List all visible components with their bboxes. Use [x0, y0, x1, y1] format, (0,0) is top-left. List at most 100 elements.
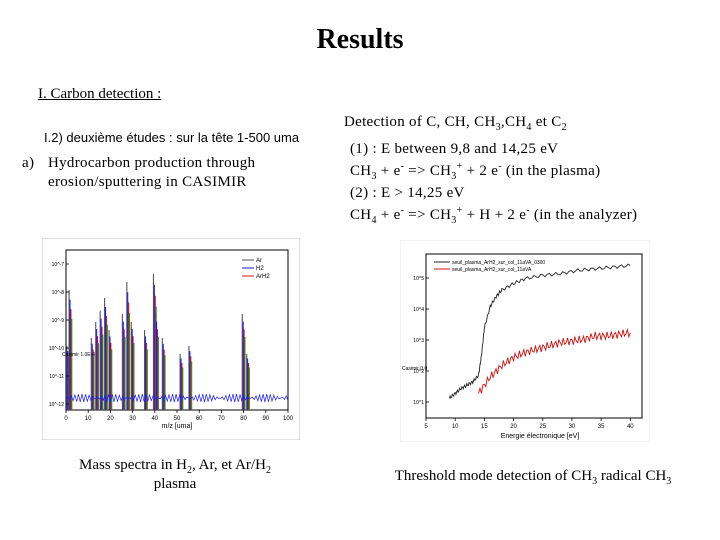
section-heading: I. Carbon detection : — [38, 86, 162, 102]
chart1-xticks: 0 10 20 30 40 50 60 70 80 90 100 — [64, 410, 294, 422]
chart1-peaks — [65, 274, 289, 410]
subtitle: I.2) deuxième études : sur la tête 1-500… — [44, 130, 300, 145]
c2-xtick-label-4: 25 — [539, 424, 546, 430]
heading-part2: ,CH — [500, 114, 527, 130]
l2b: + e — [376, 163, 401, 179]
page-title: Results — [316, 24, 404, 55]
cap1-a: Mass spectra in H — [79, 457, 187, 473]
chart2-series — [448, 263, 631, 399]
c2-xtick-label-0: 5 — [424, 424, 428, 430]
mass-spectrum-chart: 0 10 20 30 40 50 60 70 80 90 100 10^-710^-810^-910… — [42, 238, 300, 440]
series-plasma — [478, 327, 631, 394]
c1-ytick-label-2: 10^-9 — [52, 318, 65, 324]
chart1-yticks: 10^-7 10^-8 10^-9 10^-10 10^-11 10^-12 — [49, 262, 69, 408]
l2sub: 3 — [371, 171, 377, 182]
reaction-line-2: CH3 + e- => CH3+ + 2 e- (in the plasma) — [350, 160, 637, 182]
legend1-h2: H2 — [256, 266, 264, 272]
l2d: + 2 e — [462, 163, 499, 179]
chart2-yticks: 10^1 10^2 10^3 10^4 10^5 — [413, 276, 429, 406]
cap2-b: radical CH — [597, 468, 667, 484]
c1-ytick-label-5: 10^-12 — [49, 402, 64, 408]
c1-xtick-label-1: 10 — [85, 416, 92, 422]
chart1-legend: Ar H2 ArH2 — [242, 258, 270, 280]
l4sup3: - — [526, 205, 530, 216]
c1-xtick-label-9: 90 — [262, 416, 269, 422]
c2-ytick-label-1: 10^2 — [413, 369, 424, 375]
item-a: a) Hydrocarbon production through erosio… — [22, 154, 282, 192]
l4sub2: 3 — [451, 215, 457, 226]
c1-xtick-label-2: 20 — [107, 416, 114, 422]
chart2-xlabel: Energie électronique [eV] — [501, 433, 580, 440]
c2-xtick-label-1: 10 — [452, 424, 459, 430]
cap1-sub2: 2 — [265, 465, 271, 476]
c2-ytick-label-4: 10^5 — [413, 276, 424, 282]
l4sup1: - — [400, 205, 405, 216]
c2-ytick-label-2: 10^3 — [413, 338, 424, 344]
l2sub2: 3 — [451, 171, 457, 182]
c1-ytick-label-3: 10^-10 — [49, 346, 64, 352]
c1-xtick-label-0: 0 — [64, 416, 68, 422]
c1-xtick-label-4: 40 — [151, 416, 158, 422]
cap2-sub1: 3 — [592, 476, 598, 487]
c2-ytick-label-3: 10^4 — [413, 307, 424, 313]
l4sub: 4 — [371, 215, 377, 226]
cap2-sub2: 3 — [666, 476, 672, 487]
c1-ytick-label-0: 10^-7 — [52, 262, 65, 268]
reaction-line-3: (2) : E > 14,25 eV — [350, 185, 465, 201]
l2c: => CH — [404, 163, 452, 179]
chart1-annotation: Casimir 1.0E-4 — [62, 352, 95, 358]
chart2-legend: seuil_plasma_ArH2_sur_col_11aVA_0300 seu… — [434, 260, 545, 273]
cap2-a: Threshold mode detection of CH — [394, 468, 593, 484]
chart2-axes — [425, 253, 643, 419]
c2-xtick-label-3: 20 — [510, 424, 517, 430]
reaction-line-4: CH4 + e- => CH3+ + H + 2 e- (in the anal… — [350, 204, 637, 226]
c1-xtick-label-7: 70 — [218, 416, 225, 422]
heading-sub3: 2 — [561, 122, 567, 133]
cap1-b: , Ar, et Ar/H — [191, 457, 266, 473]
l4a: CH — [350, 207, 372, 223]
l2e: (in the plasma) — [501, 163, 601, 179]
chart1-xlabel: m/z [uma] — [162, 423, 193, 430]
c2-xtick-label-7: 40 — [627, 424, 634, 430]
l4e: (in the analyzer) — [529, 207, 638, 223]
l2sup2: + — [456, 161, 463, 172]
c2-xtick-label-6: 35 — [598, 424, 605, 430]
legend1-ar: Ar — [256, 258, 262, 264]
c1-xtick-label-5: 50 — [174, 416, 181, 422]
caption-mass-spectra: Mass spectra in H2, Ar, et Ar/H2 plasma — [40, 456, 310, 494]
c1-xtick-label-6: 60 — [196, 416, 203, 422]
cap1-sub1: 2 — [186, 465, 192, 476]
cap1-c: plasma — [153, 476, 197, 492]
l2a: CH — [350, 163, 372, 179]
l4sup2: + — [456, 205, 463, 216]
l4d: + H + 2 e — [462, 207, 527, 223]
l2sup3: - — [498, 161, 502, 172]
chart1-baseline — [65, 393, 289, 403]
c1-ytick-label-4: 10^-11 — [49, 374, 64, 380]
caption-threshold: Threshold mode detection of CH3 radical … — [378, 466, 688, 487]
heading-sub1: 3 — [495, 122, 501, 133]
heading-part3: et C — [531, 114, 562, 130]
chart2-annotation: Casimir 0.0 — [402, 366, 428, 372]
item-a-text: Hydrocarbon production through erosion/s… — [48, 155, 256, 190]
detection-heading: Detection of C, CH, CH3,CH4 et C2 — [344, 114, 567, 133]
legend1-arh2: ArH2 — [256, 274, 270, 280]
legend2-2: seuil_plasma_ArH2_sur_col_11aVA — [452, 267, 532, 273]
c2-xtick-label-2: 15 — [481, 424, 488, 430]
chart2-frame — [400, 240, 650, 442]
heading-part1: Detection of C, CH, CH — [344, 114, 496, 130]
c1-ytick-label-1: 10^-8 — [52, 290, 65, 296]
l4b: + e — [376, 207, 401, 223]
c1-xtick-label-10: 100 — [283, 416, 294, 422]
chart1-frame — [42, 238, 300, 440]
reaction-list: (1) : E between 9,8 and 14,25 eV CH3 + e… — [350, 138, 637, 226]
heading-sub2: 4 — [526, 122, 532, 133]
l2sup1: - — [400, 161, 405, 172]
reaction-line-1: (1) : E between 9,8 and 14,25 eV — [350, 141, 559, 157]
threshold-chart: 5 10 15 20 25 30 35 40 10^1 10^2 10^3 10^4 10^5 Ene… — [400, 240, 650, 442]
chart2-xticks: 5 10 15 20 25 30 35 40 — [424, 418, 634, 430]
c1-xtick-label-3: 30 — [129, 416, 136, 422]
c2-ytick-label-0: 10^1 — [413, 400, 424, 406]
l4c: => CH — [404, 207, 452, 223]
legend2-1: seuil_plasma_ArH2_sur_col_11aVA_0300 — [452, 260, 545, 266]
